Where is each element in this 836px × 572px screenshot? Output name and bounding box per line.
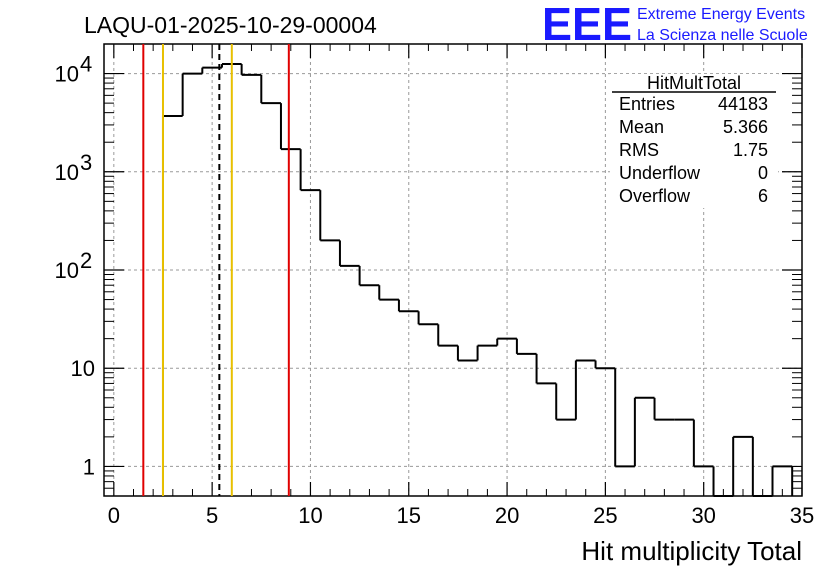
x-tick-label: 0 xyxy=(108,503,120,528)
stats-box-title: HitMultTotal xyxy=(647,73,741,93)
y-tick-label: 10 xyxy=(55,62,79,87)
x-axis-label: Hit multiplicity Total xyxy=(581,536,802,566)
x-tick-label: 35 xyxy=(790,503,814,528)
y-tick-exponent: 3 xyxy=(80,150,92,175)
histogram-bins xyxy=(161,63,794,497)
stats-value-rms: 1.75 xyxy=(733,140,768,160)
stats-label-underflow: Underflow xyxy=(619,163,701,183)
y-tick-exponent: 4 xyxy=(80,52,92,77)
y-tick-label: 10 xyxy=(71,356,95,381)
stats-value-entries: 44183 xyxy=(718,94,768,114)
chart-title: LAQU-01-2025-10-29-00004 xyxy=(84,12,377,38)
stats-label-overflow: Overflow xyxy=(619,186,691,206)
stats-box-background xyxy=(610,74,778,208)
eee-logo-mark: EEE xyxy=(542,0,632,50)
x-tick-label: 10 xyxy=(298,503,322,528)
stats-box: HitMultTotal Entries 44183 Mean 5.366 RM… xyxy=(610,73,778,208)
stats-label-entries: Entries xyxy=(619,94,675,114)
x-tick-label: 5 xyxy=(206,503,218,528)
eee-logo-line1: Extreme Energy Events xyxy=(637,6,805,23)
x-axis: 0 5 10 15 20 25 30 35 xyxy=(108,44,814,528)
y-tick-label: 10 xyxy=(55,258,79,283)
y-tick-label: 10 xyxy=(55,160,79,185)
stats-value-underflow: 0 xyxy=(758,163,768,183)
stats-label-rms: RMS xyxy=(619,140,659,160)
x-tick-label: 15 xyxy=(397,503,421,528)
stats-label-mean: Mean xyxy=(619,117,664,137)
x-tick-label: 30 xyxy=(691,503,715,528)
eee-logo-line2: La Scienza nelle Scuole xyxy=(637,27,808,44)
eee-logo: EEE Extreme Energy Events La Scienza nel… xyxy=(542,0,808,50)
marker-lines xyxy=(142,44,290,496)
y-tick-label: 1 xyxy=(83,454,95,479)
stats-value-mean: 5.366 xyxy=(723,117,768,137)
x-tick-label: 25 xyxy=(593,503,617,528)
x-tick-label: 20 xyxy=(495,503,519,528)
stats-value-overflow: 6 xyxy=(758,186,768,206)
y-tick-exponent: 2 xyxy=(80,248,92,273)
